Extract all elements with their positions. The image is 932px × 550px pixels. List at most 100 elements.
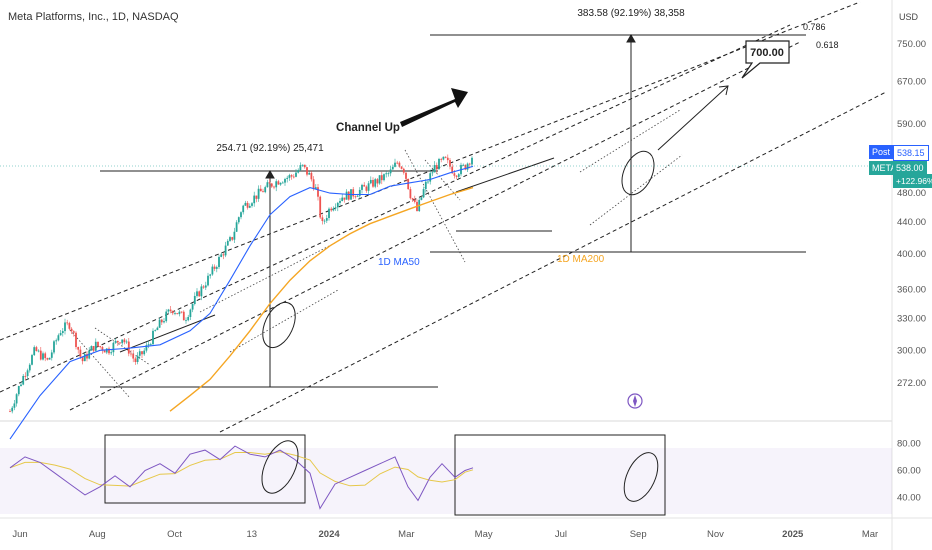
compass-icon[interactable] <box>627 393 643 409</box>
ma200-line <box>169 186 474 412</box>
candle-body <box>389 169 392 174</box>
measure-arrows <box>265 33 636 387</box>
candle-body <box>92 346 95 351</box>
candle-body <box>336 202 339 208</box>
candle-body <box>471 157 473 165</box>
price-tick-label: 330.00 <box>897 313 926 324</box>
candle-body <box>215 267 218 269</box>
rally-channels <box>69 109 683 399</box>
candle-body <box>281 182 284 184</box>
compass-icon-needle <box>633 395 637 407</box>
candle-body <box>328 208 330 219</box>
candle-body <box>468 163 471 165</box>
candle-body <box>231 237 234 240</box>
candle-body <box>457 174 460 177</box>
candle-body <box>145 345 148 351</box>
target-arrow-head <box>718 85 729 96</box>
candle-body <box>380 175 383 181</box>
candle-body <box>70 328 73 332</box>
candle-body <box>116 340 119 343</box>
candle-body <box>165 311 168 322</box>
candle-body <box>59 333 62 336</box>
candle-body <box>171 310 174 314</box>
candle-body <box>39 350 42 360</box>
candle-body <box>103 350 106 353</box>
candle-body <box>424 181 427 190</box>
candle-body <box>119 342 121 344</box>
change-tag: +122.96% <box>893 174 932 188</box>
candle-body <box>306 167 308 175</box>
candle-body <box>376 179 379 184</box>
price-tick-label: 590.00 <box>897 119 926 130</box>
pullback-1-a <box>69 329 131 399</box>
candle-body <box>44 353 47 359</box>
candle-body <box>244 202 247 206</box>
candle-body <box>466 163 469 170</box>
candle-body <box>158 319 161 328</box>
candle-body <box>391 166 394 170</box>
candle-body <box>123 339 126 343</box>
candle-body <box>55 340 58 342</box>
candle-body <box>374 179 377 187</box>
candle-body <box>297 170 300 173</box>
candle-body <box>169 309 172 311</box>
candle-body <box>99 346 102 348</box>
price-tick-label: 360.00 <box>897 284 926 295</box>
candle-body <box>319 196 322 218</box>
candle-body <box>26 370 29 377</box>
pullback-2-a <box>404 149 466 263</box>
candle-body <box>264 187 267 193</box>
candle-body <box>86 353 88 359</box>
candle-body <box>204 285 207 288</box>
candle-body <box>308 172 311 175</box>
candle-body <box>464 164 467 170</box>
time-tick-label: Nov <box>707 529 724 540</box>
candle-body <box>174 313 176 315</box>
candle-body <box>218 256 220 268</box>
candle-body <box>176 313 179 315</box>
candle-body <box>449 160 451 167</box>
candle-body <box>413 199 416 202</box>
candle-body <box>372 179 374 187</box>
ellipse-price-1 <box>262 301 296 349</box>
price-tick-label: 400.00 <box>897 249 926 260</box>
time-tick-label: Mar <box>862 529 878 540</box>
time-tick-label: 2024 <box>319 529 341 540</box>
consolidation-1-top <box>119 314 216 353</box>
candle-body <box>130 353 132 355</box>
candle-body <box>402 168 405 173</box>
candle-body <box>251 203 253 206</box>
candle-body <box>90 346 93 351</box>
candle-body <box>207 275 209 286</box>
candlesticks <box>9 154 473 414</box>
candle-body <box>385 173 388 175</box>
post-label-tag: Post <box>869 145 894 159</box>
candle-body <box>325 218 328 221</box>
candle-body <box>235 222 238 232</box>
target-arrow <box>657 85 729 151</box>
candle-body <box>196 291 198 296</box>
candle-body <box>24 375 27 377</box>
price-tick-label: 480.00 <box>897 188 926 199</box>
candle-body <box>101 347 104 351</box>
candle-body <box>442 156 445 160</box>
candle-body <box>409 189 412 199</box>
candle-body <box>332 208 335 211</box>
channel-upper-line <box>0 24 791 393</box>
candle-body <box>66 322 69 324</box>
post-value-tag: 538.15 <box>893 145 929 161</box>
candle-body <box>334 207 337 209</box>
candle-body <box>290 175 293 177</box>
candle-body <box>462 164 465 166</box>
candle-body <box>345 191 348 200</box>
target-callout <box>741 40 790 79</box>
candle-body <box>248 205 251 208</box>
currency-label[interactable]: USD <box>899 12 919 22</box>
candle-body <box>222 254 225 256</box>
price-tick-label: 670.00 <box>897 77 926 88</box>
candle-body <box>31 355 33 365</box>
candle-body <box>108 348 110 354</box>
candle-body <box>339 201 341 203</box>
candle-body <box>22 375 25 385</box>
candle-body <box>209 274 212 276</box>
